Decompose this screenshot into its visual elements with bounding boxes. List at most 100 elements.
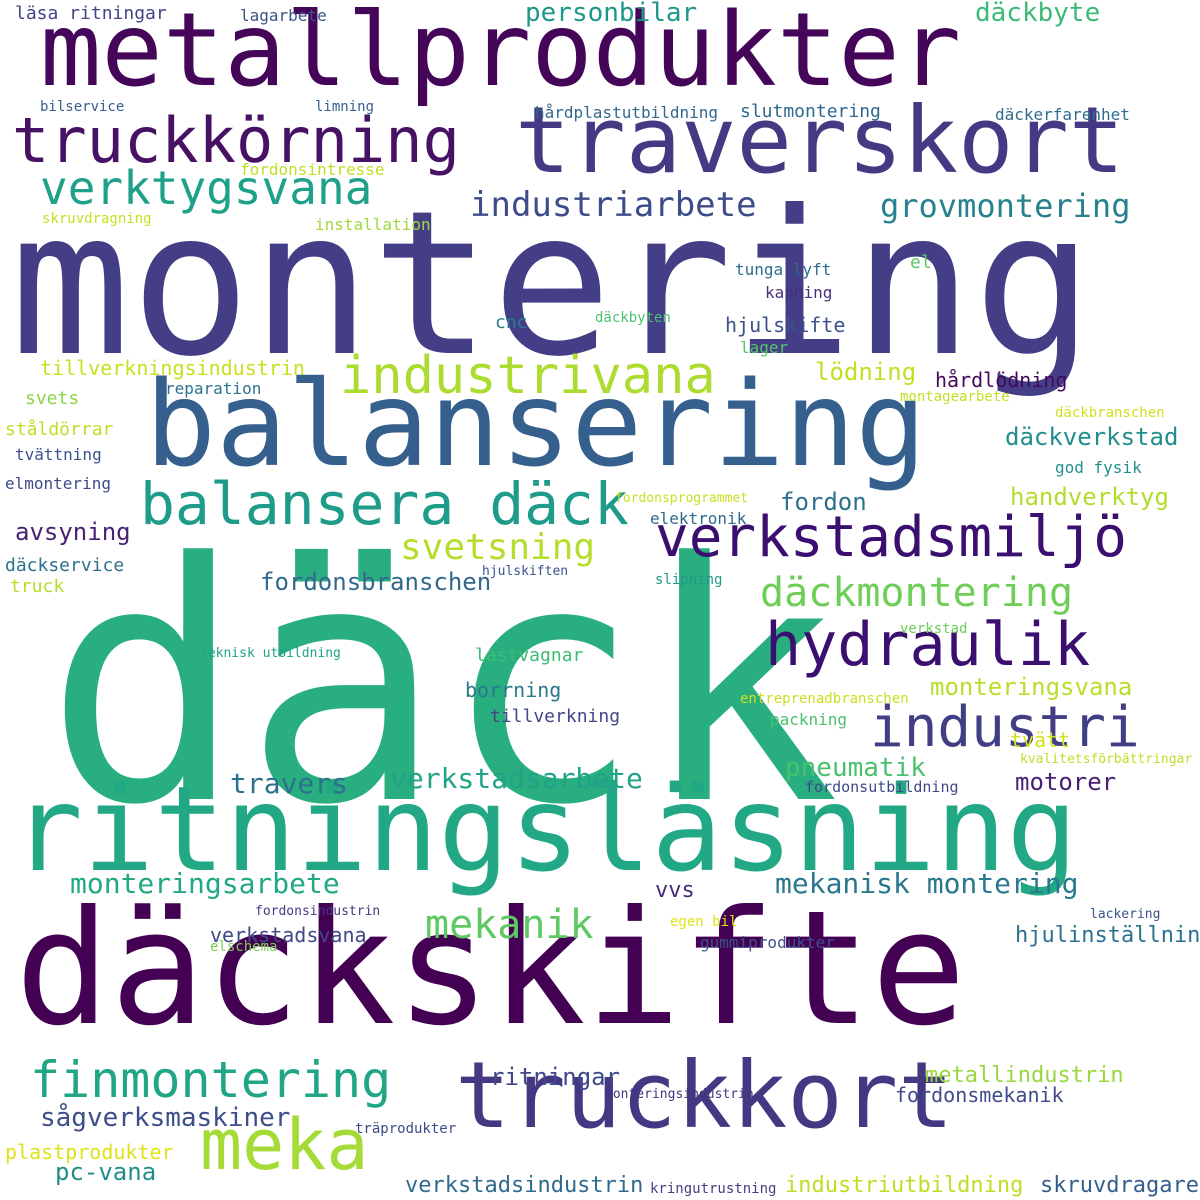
word-svets: svets [25, 388, 80, 409]
word-industri: industri [870, 695, 1140, 760]
word-fordonsintresse: fordonsintresse [240, 160, 385, 179]
word-entreprenadbranschen: entreprenadbranschen [740, 691, 909, 707]
word-lager: lager [740, 338, 789, 357]
word-tvatt: tvätt [1010, 728, 1071, 752]
word-dackservice: däckservice [5, 555, 125, 576]
word-dackskifte: däckskifte [15, 877, 967, 1061]
word-staldorrar: ståldörrar [5, 419, 114, 440]
word-limning: limning [315, 99, 375, 115]
word-verkstadsvana: verkstadsvana [210, 923, 367, 947]
word-slipning: slipning [655, 572, 723, 588]
word-lastvagnar: lastvagnar [475, 645, 584, 666]
word-hardlodning: hårdlödning [935, 368, 1068, 392]
word-tunga-lyft: tunga lyft [735, 260, 832, 279]
word-verkstadsindustrin: verkstadsindustrin [405, 1173, 644, 1198]
word-dackbranschen: däckbranschen [1055, 405, 1165, 421]
word-tillverkningsindustrin: tillverkningsindustrin [40, 356, 305, 380]
word-fordonsindustrin: fordonsindustrin [255, 904, 381, 919]
word-tillverkning: tillverkning [490, 706, 621, 727]
word-ritningar: ritningar [490, 1063, 621, 1091]
word-metallindustrin: metallindustrin [925, 1063, 1124, 1088]
word-lasa-ritningar: läsa ritningar [15, 3, 167, 24]
word-fordon: fordon [780, 488, 867, 516]
word-packning: packning [770, 710, 848, 729]
word-mekanik: mekanik [425, 902, 594, 948]
word-teknisk-utbildning: teknisk utbildning [200, 646, 341, 661]
word-metallprodukter: metallprodukter [40, 0, 962, 110]
word-lodning: lödning [815, 358, 917, 386]
word-bilservice: bilservice [40, 99, 125, 115]
word-traverskort: traverskort [515, 87, 1125, 194]
word-verkstadsmiljo: verkstadsmiljö [655, 505, 1128, 570]
word-fordonsmekanik: fordonsmekanik [895, 1083, 1064, 1107]
word-egen-bil: egen bil [670, 914, 738, 930]
word-fordonsbranschen: fordonsbranschen [260, 568, 492, 596]
word-dack: däck [45, 493, 840, 877]
word-tvattning: tvättning [15, 445, 102, 464]
word-kringutrustning: kringutrustning [650, 1181, 777, 1197]
word-dackbyte: däckbyte [975, 0, 1101, 28]
word-borrning: borrning [465, 678, 562, 702]
word-personbilar: personbilar [525, 0, 698, 28]
word-fordonsprogrammet: fordonsprogrammet [615, 491, 749, 506]
word-montagearbete: montagearbete [900, 389, 1010, 405]
word-hjulinstallning: hjulinställning [1015, 923, 1200, 948]
word-verkstad: verkstad [900, 621, 968, 637]
word-installation: installation [315, 215, 431, 234]
word-hydraulik: hydraulik [765, 610, 1091, 680]
word-elschema: elschema [210, 939, 278, 955]
word-mekanisk-montering: mekanisk montering [775, 867, 1079, 900]
word-meka: meka [200, 1104, 369, 1186]
word-gummiprodukter: gummiprodukter [700, 933, 835, 952]
word-sagverksmaskiner: sågverksmaskiner [40, 1103, 291, 1133]
word-ritningslasning: ritningsläsning [12, 760, 1078, 898]
word-dackbyten: däckbyten [595, 310, 671, 326]
word-hardplastutbildning: hårdplastutbildning [535, 103, 719, 122]
word-verktygsvana: verktygsvana [40, 161, 373, 215]
word-industriutbildning: industriutbildning [785, 1173, 1024, 1198]
word-monteringsindustrin: monteringsindustrin [605, 1087, 754, 1102]
word-skruvdragare: skruvdragare [1040, 1173, 1199, 1198]
word-fordonsutbildning: fordonsutbildning [805, 778, 959, 796]
word-cnc: cnc [495, 312, 528, 333]
word-dackverkstad: däckverkstad [1005, 423, 1179, 451]
word-hjulskifte: hjulskifte [725, 313, 846, 337]
word-travers: travers [230, 767, 349, 800]
word-plastprodukter: plastprodukter [5, 1140, 174, 1164]
word-elektronik: elektronik [650, 509, 747, 528]
word-el: el [910, 252, 932, 273]
word-finmontering: finmontering [30, 1051, 392, 1109]
word-lagarbete: lagarbete [240, 6, 327, 25]
word-dackmontering: däckmontering [760, 570, 1074, 616]
word-balansering: balansering [145, 355, 927, 493]
word-svetsning: svetsning [400, 527, 596, 568]
word-slutmontering: slutmontering [740, 101, 881, 122]
word-industrivana: industrivana [340, 346, 716, 406]
word-pneumatik: pneumatik [785, 753, 926, 783]
word-truckkorning: truckkörning [12, 104, 460, 177]
word-truckkort: truckkort [455, 1042, 954, 1149]
word-vvs: vvs [655, 878, 695, 903]
word-kvalitetsforbattringar: kvalitetsförbättringar [1020, 752, 1193, 767]
word-montering: montering [10, 168, 1094, 401]
word-lackering: lackering [1090, 907, 1161, 922]
word-motorer: motorer [1015, 768, 1117, 796]
word-monteringsarbete: monteringsarbete [70, 867, 340, 900]
word-industriarbete: industriarbete [470, 185, 757, 225]
word-verkstadsarbete: verkstadsarbete [390, 762, 643, 795]
word-monteringsvana: monteringsvana [930, 673, 1133, 701]
word-reparation: reparation [165, 379, 262, 398]
word-god-fysik: god fysik [1055, 458, 1142, 477]
word-dackerfarenhet: däckerfarenhet [995, 105, 1130, 124]
word-grovmontering: grovmontering [880, 187, 1131, 225]
word-avsyning: avsyning [15, 518, 131, 546]
word-hjulskiften: hjulskiften [482, 564, 569, 579]
word-truck: truck [10, 576, 65, 597]
word-handverktyg: handverktyg [1010, 483, 1169, 511]
word-kapning: kapning [765, 283, 833, 302]
word-traprodukter: träprodukter [355, 1121, 457, 1137]
word-skruvdragning: skruvdragning [42, 211, 152, 227]
word-balansera-dack: balansera däck [140, 470, 629, 538]
word-elmontering: elmontering [5, 474, 111, 493]
